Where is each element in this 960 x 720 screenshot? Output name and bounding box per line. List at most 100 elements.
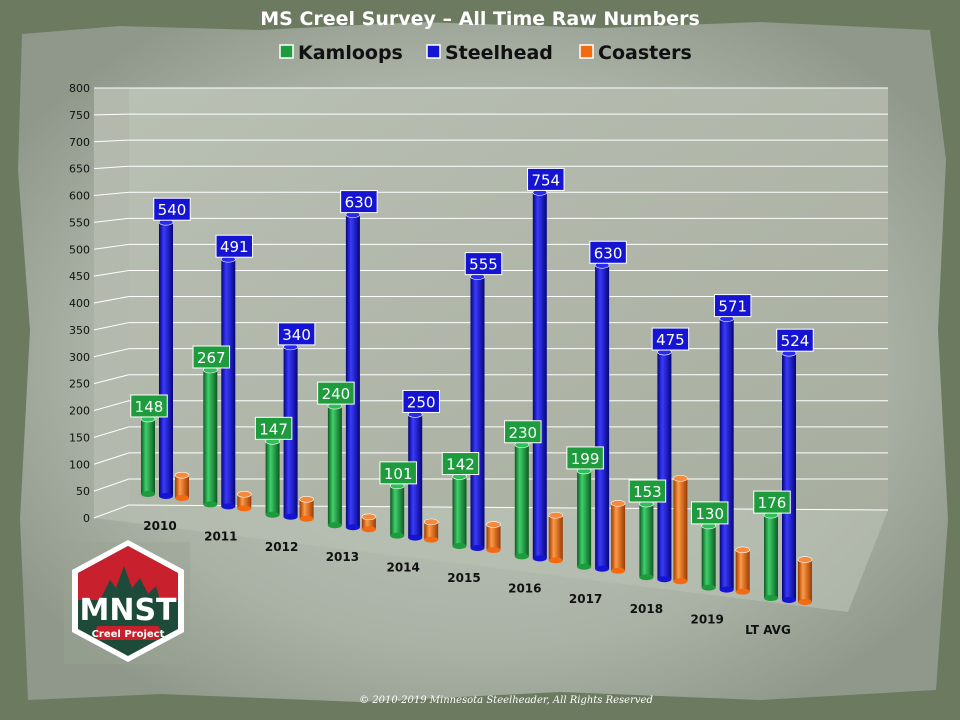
bar-steelhead-2018: [657, 348, 672, 583]
bar-coasters-2019: [735, 546, 751, 595]
y-tick-label: 550: [69, 216, 90, 229]
bar-kamloops-2015: [452, 473, 467, 549]
bar-body: [327, 406, 342, 526]
bar-base: [452, 543, 467, 549]
data-label-box: [317, 381, 355, 405]
bar-base: [141, 491, 155, 497]
bar-base: [237, 505, 252, 512]
bar-base: [719, 586, 734, 593]
y-tick-label: 150: [69, 431, 90, 444]
data-label-steelhead: 630: [589, 240, 627, 264]
data-label-kamloops: 153: [628, 479, 667, 503]
x-tick-label: 2016: [508, 581, 541, 595]
data-label-text: 101: [384, 465, 413, 483]
floor: [94, 505, 888, 612]
x-tick-label: 2018: [630, 602, 663, 616]
gridline-side: [93, 348, 130, 358]
bar-body: [657, 352, 672, 580]
data-label-box: [776, 328, 814, 352]
data-label-kamloops: 142: [441, 452, 480, 476]
gridline-side: [93, 322, 130, 331]
bar-steelhead-2017: [594, 261, 610, 572]
bar-steelhead-2011: [221, 255, 236, 510]
bar-kamloops-2019: [701, 522, 717, 591]
bar-base: [782, 597, 796, 603]
x-tick-label: 2015: [447, 571, 480, 585]
bar-kamloops-2018: [639, 500, 654, 581]
bar-base: [548, 557, 563, 564]
bar-body: [265, 441, 280, 515]
y-tick-label: 50: [76, 485, 90, 498]
bar-kamloops-2013: [327, 402, 343, 529]
legend: Kamloops Steelhead Coasters: [279, 42, 692, 64]
legend-label: Coasters: [598, 42, 692, 64]
gridline-side: [93, 217, 130, 223]
bar-coasters-2013: [361, 513, 377, 533]
data-label-steelhead: 250: [402, 389, 440, 413]
bar-coasters-lt-avg: [797, 556, 813, 605]
bar-kamloops-2016: [514, 441, 530, 560]
x-tick-label: 2012: [265, 540, 298, 554]
data-label-box: [192, 345, 231, 369]
bar-coasters-2016: [548, 511, 564, 564]
bar-body: [452, 476, 467, 546]
bar-body: [639, 504, 654, 578]
bar-top: [735, 546, 751, 554]
data-label-steelhead: 540: [153, 197, 191, 221]
y-tick-label: 200: [69, 405, 90, 418]
bar-base: [532, 555, 547, 562]
data-label-kamloops: 176: [753, 490, 791, 514]
bar-body: [514, 444, 529, 557]
y-tick-label: 700: [69, 136, 90, 149]
x-axis: 2010 2011 2012 2013 2014 2015 2016 2017 2018 2019…: [143, 519, 791, 637]
bar-top: [486, 521, 501, 528]
bar-base: [514, 553, 529, 560]
legend-swatch: [279, 44, 294, 59]
bar-kamloops-lt-avg: [763, 511, 779, 601]
data-label-box: [589, 240, 627, 264]
data-label-box: [277, 322, 316, 346]
legend-label: Kamloops: [298, 42, 403, 64]
bar-base: [764, 595, 778, 601]
bar-body: [424, 521, 439, 540]
y-tick-label: 600: [69, 190, 90, 203]
data-label-text: 199: [571, 450, 600, 468]
bar-body: [299, 499, 314, 519]
bar-base: [611, 567, 626, 574]
bar-body: [361, 516, 376, 530]
bar-body: [470, 276, 485, 548]
bar-top: [299, 496, 314, 503]
bar-base: [203, 501, 218, 508]
legend-label: Steelhead: [445, 42, 553, 64]
bar-steelhead-2010: [158, 218, 174, 499]
bar-top: [174, 471, 190, 479]
data-label-box: [441, 452, 480, 476]
bar-top: [361, 513, 377, 521]
gridline-side: [93, 296, 130, 304]
data-label-text: 130: [695, 505, 724, 523]
data-label-kamloops: 101: [379, 461, 417, 485]
bar-base: [470, 545, 485, 551]
data-label-kamloops: 130: [690, 501, 729, 525]
gridline-side: [93, 478, 130, 492]
bar-coasters-2015: [486, 521, 501, 553]
gridline-side: [93, 400, 130, 411]
data-label-box: [651, 327, 690, 351]
bar-body: [221, 259, 236, 507]
data-label-text: 555: [469, 256, 498, 274]
bar-base: [486, 547, 501, 553]
bar-steelhead-lt-avg: [781, 349, 797, 603]
data-label-box: [130, 394, 168, 418]
data-label-text: 754: [531, 171, 560, 189]
data-label-kamloops: 240: [317, 381, 355, 405]
data-label-text: 630: [594, 244, 623, 262]
data-label-box: [566, 446, 604, 470]
data-label-text: 142: [446, 456, 475, 474]
bar-base: [327, 522, 342, 529]
data-label-text: 250: [407, 393, 436, 411]
bar-base: [361, 526, 376, 533]
bar-coasters-2011: [237, 491, 252, 512]
data-label-box: [254, 416, 293, 440]
legend-swatch: [579, 44, 594, 59]
bar-body: [159, 222, 173, 496]
